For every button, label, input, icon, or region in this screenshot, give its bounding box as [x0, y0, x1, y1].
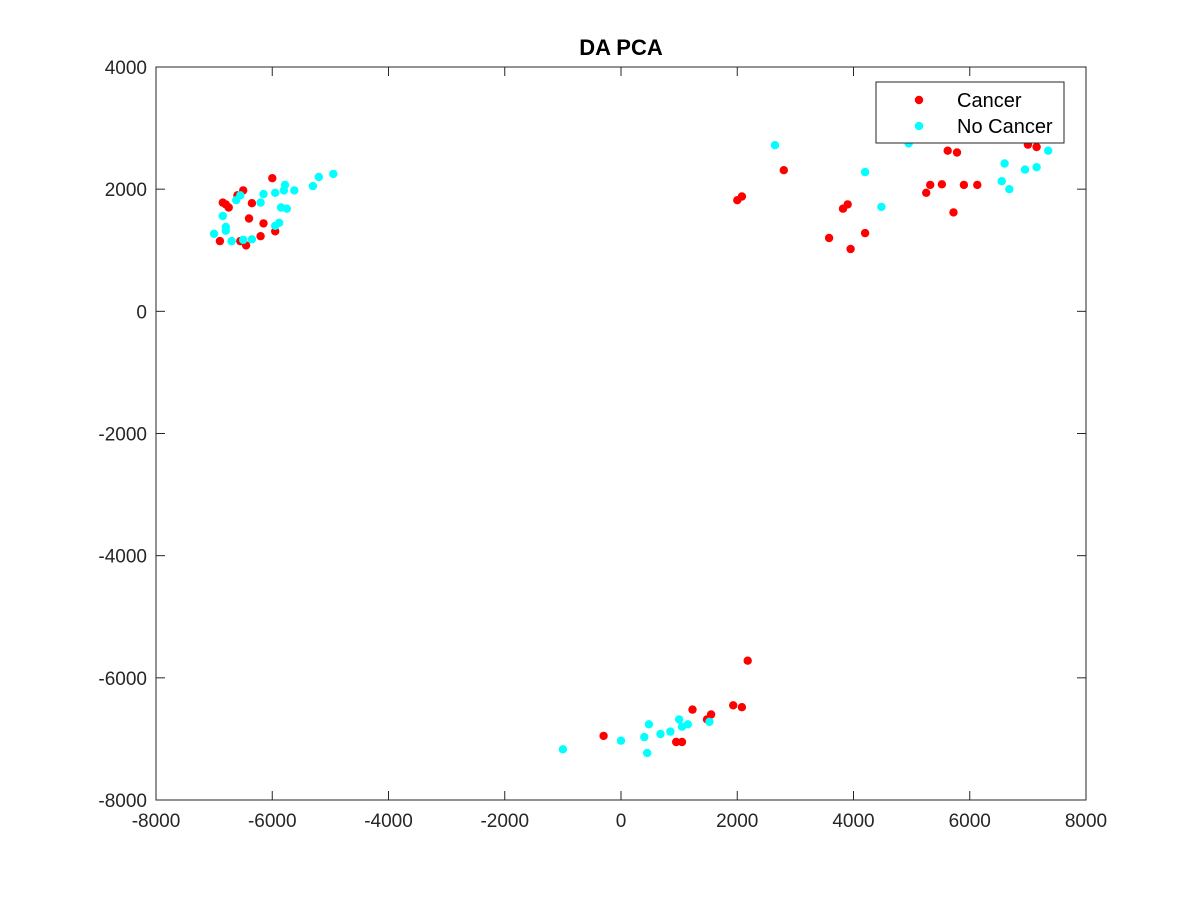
- y-tick-label: 2000: [105, 180, 147, 201]
- data-point: [706, 710, 716, 719]
- y-tick-label: -2000: [98, 425, 147, 446]
- data-point: [877, 202, 886, 212]
- data-point: [743, 656, 752, 665]
- data-point: [329, 169, 338, 179]
- data-point: [846, 244, 855, 254]
- points-layer: [209, 134, 1053, 758]
- data-point: [705, 717, 714, 726]
- data-point: [779, 166, 788, 175]
- data-point: [860, 167, 870, 177]
- legend-label-no-cancer: No Cancer: [957, 116, 1053, 138]
- series-no-cancer: [209, 139, 1053, 758]
- data-point: [937, 180, 947, 189]
- data-point: [282, 204, 291, 213]
- y-tick-label: 0: [136, 302, 147, 323]
- data-point: [308, 181, 318, 191]
- y-tick-label: -8000: [98, 791, 147, 812]
- data-point: [209, 229, 219, 238]
- data-point: [224, 203, 233, 212]
- data-point: [926, 180, 935, 190]
- data-point: [247, 199, 257, 208]
- data-point: [259, 219, 268, 228]
- data-point: [683, 720, 692, 729]
- legend-marker-cancer: [914, 95, 924, 105]
- data-point: [218, 211, 227, 221]
- legend-marker-no-cancer: [914, 121, 924, 131]
- data-point: [616, 736, 626, 745]
- data-point: [943, 146, 952, 155]
- data-point: [666, 727, 675, 736]
- data-point: [1032, 163, 1041, 172]
- data-point: [770, 141, 780, 150]
- data-point: [674, 715, 684, 724]
- x-tick-label: 8000: [1065, 811, 1107, 832]
- data-point: [729, 701, 738, 710]
- data-point: [843, 200, 852, 209]
- data-point: [688, 705, 697, 714]
- data-point: [1000, 159, 1009, 168]
- data-point: [737, 192, 747, 201]
- x-tick-label: 2000: [716, 811, 758, 832]
- x-tick-label: 0: [616, 811, 627, 832]
- data-point: [256, 232, 265, 241]
- legend-box: [875, 81, 1065, 144]
- data-point: [227, 236, 236, 246]
- x-tick-label: -6000: [248, 811, 297, 832]
- data-point: [1044, 146, 1053, 155]
- data-point: [244, 214, 254, 223]
- data-point: [997, 177, 1006, 186]
- data-point: [314, 172, 323, 182]
- data-point: [215, 236, 225, 246]
- data-point: [280, 180, 290, 190]
- x-tick-label: 4000: [832, 811, 874, 832]
- data-point: [656, 729, 665, 739]
- y-tick-label: -6000: [98, 669, 147, 690]
- data-point: [236, 191, 245, 200]
- data-point: [271, 188, 280, 197]
- data-point: [922, 188, 931, 197]
- x-tick-label: -4000: [364, 811, 413, 832]
- data-point: [952, 148, 962, 157]
- data-point: [1020, 165, 1030, 174]
- data-point: [973, 180, 982, 190]
- data-point: [643, 748, 652, 758]
- data-point: [1005, 185, 1014, 194]
- data-point: [644, 720, 654, 729]
- data-point: [256, 198, 265, 207]
- data-point: [959, 180, 969, 190]
- data-point: [221, 222, 230, 232]
- data-point: [259, 189, 268, 199]
- data-point: [239, 235, 248, 245]
- data-point: [558, 745, 568, 754]
- data-point: [737, 703, 747, 712]
- x-tick-label: 6000: [949, 811, 991, 832]
- data-point: [1032, 142, 1041, 152]
- data-point: [268, 174, 277, 183]
- data-point: [290, 186, 299, 195]
- data-point: [860, 228, 870, 238]
- ticks-layer: -8000 -6000 -4000 -2000 0 2000 4000 6000 8000 400…: [98, 58, 1107, 832]
- data-point: [672, 737, 681, 747]
- chart-title: DA PCA: [579, 35, 663, 60]
- data-point: [247, 235, 257, 244]
- data-point: [677, 737, 687, 747]
- legend: Cancer No Cancer: [875, 81, 1065, 144]
- x-tick-label: -2000: [480, 811, 529, 832]
- legend-label-cancer: Cancer: [957, 90, 1022, 112]
- data-point: [599, 731, 608, 741]
- y-tick-label: 4000: [105, 58, 147, 79]
- data-point: [275, 218, 284, 227]
- data-point: [949, 208, 958, 217]
- x-tick-label: -8000: [132, 811, 181, 832]
- y-tick-label: -4000: [98, 547, 147, 568]
- axes-background: [156, 67, 1086, 800]
- data-point: [824, 233, 834, 243]
- data-point: [640, 732, 649, 742]
